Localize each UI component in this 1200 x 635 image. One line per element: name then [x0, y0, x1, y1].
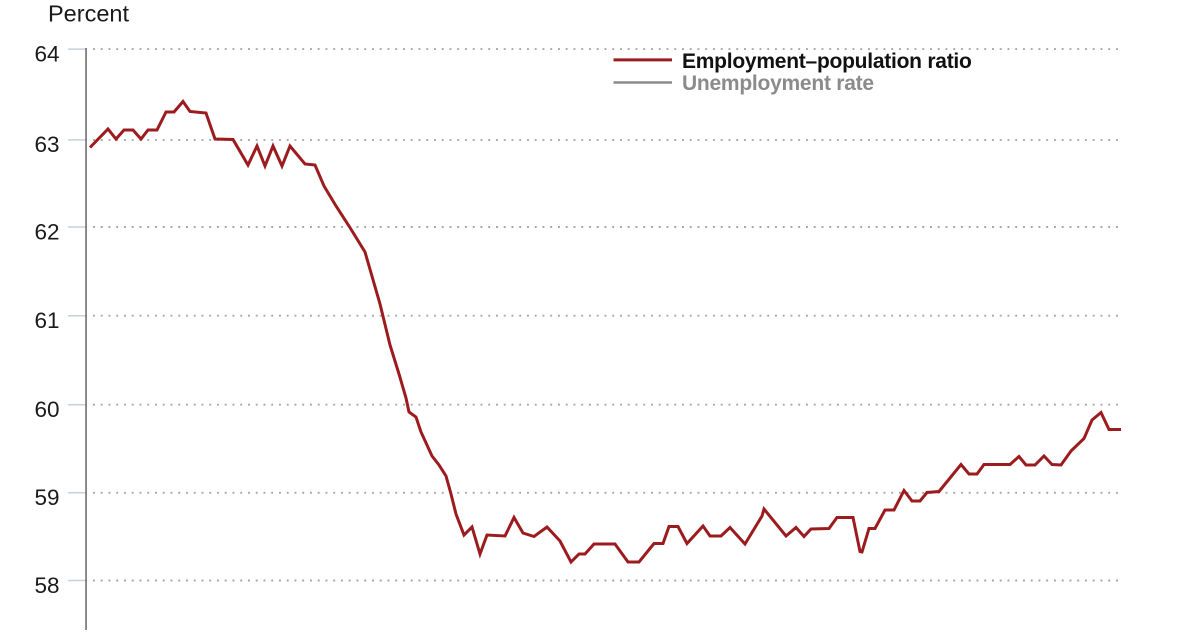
svg-text:58: 58: [34, 573, 59, 598]
svg-text:60: 60: [34, 397, 59, 422]
svg-text:61: 61: [34, 308, 59, 333]
svg-text:Unemployment rate: Unemployment rate: [682, 72, 874, 95]
svg-text:63: 63: [34, 132, 59, 157]
svg-text:Employment–population ratio: Employment–population ratio: [682, 50, 972, 73]
svg-text:62: 62: [34, 219, 59, 244]
svg-text:64: 64: [34, 41, 59, 66]
svg-text:59: 59: [34, 485, 59, 510]
svg-text:Percent: Percent: [48, 1, 129, 27]
